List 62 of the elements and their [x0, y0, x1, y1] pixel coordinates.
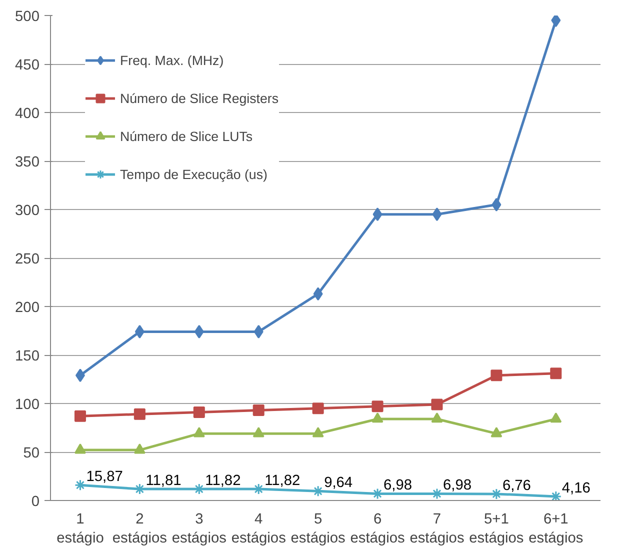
- point: [550, 412, 562, 423]
- data-label: 11,82: [264, 473, 300, 490]
- point: [313, 287, 323, 301]
- point: [74, 479, 86, 491]
- x-tick-label: 1 estágio: [56, 512, 104, 547]
- x-tick-label: 6+1 estágios: [528, 512, 584, 547]
- point: [492, 198, 502, 212]
- y-tick-label: 150: [15, 348, 40, 364]
- y-tick-label: 350: [15, 154, 40, 170]
- point: [74, 410, 86, 422]
- y-tick-label: 100: [15, 397, 40, 413]
- point: [252, 427, 264, 438]
- point: [432, 208, 442, 222]
- point: [193, 427, 205, 438]
- data-label: 6,98: [384, 478, 412, 494]
- point: [134, 324, 144, 338]
- legend-label: Número de Slice Registers: [120, 90, 279, 106]
- x-tick-label: 3 estágios: [172, 512, 226, 547]
- data-label: 6,76: [502, 478, 531, 494]
- data-label: 9,64: [324, 475, 353, 492]
- point: [431, 398, 443, 410]
- point: [490, 427, 502, 438]
- point: [193, 406, 205, 418]
- point: [134, 444, 146, 454]
- x-tick-label: 2 estágios: [112, 512, 167, 547]
- x-tick-label: 6 estágios: [350, 512, 405, 547]
- y-tick-label: 0: [31, 494, 40, 510]
- data-label: 11,81: [146, 473, 182, 490]
- point: [372, 400, 384, 412]
- x-tick-label: 5+1 estágios: [469, 512, 524, 547]
- x-tick-label: 5 estágios: [290, 512, 346, 547]
- data-label: 6,98: [442, 478, 472, 494]
- point: [431, 412, 443, 423]
- point: [550, 490, 562, 500]
- point: [74, 444, 86, 454]
- point: [254, 324, 264, 338]
- point: [134, 408, 146, 420]
- x-tick-label: 4 estágios: [231, 512, 286, 547]
- point: [490, 370, 502, 382]
- data-label: 15,87: [86, 469, 123, 486]
- point: [75, 368, 85, 382]
- x-tick-label: 7 estágios: [410, 512, 464, 547]
- point: [372, 412, 384, 423]
- point: [551, 16, 561, 28]
- point: [372, 208, 382, 222]
- y-tick-label: 400: [15, 106, 40, 122]
- y-tick-label: 50: [23, 446, 40, 462]
- point: [252, 404, 264, 416]
- point: [312, 427, 324, 438]
- legend-label: Tempo de Execução (us): [120, 166, 268, 182]
- data-label: 11,82: [205, 473, 241, 490]
- y-tick-label: 300: [15, 203, 40, 219]
- legend-label: Freq. Max. (MHz): [120, 52, 224, 68]
- data-label: 4,16: [562, 480, 590, 496]
- y-tick-label: 450: [15, 58, 40, 74]
- point: [194, 324, 204, 338]
- legend-label: Número de Slice LUTs: [120, 128, 253, 144]
- point: [550, 368, 562, 380]
- y-tick-label: 200: [15, 300, 40, 316]
- point: [312, 402, 324, 414]
- y-tick-label: 250: [15, 252, 40, 268]
- y-tick-label: 500: [15, 9, 40, 25]
